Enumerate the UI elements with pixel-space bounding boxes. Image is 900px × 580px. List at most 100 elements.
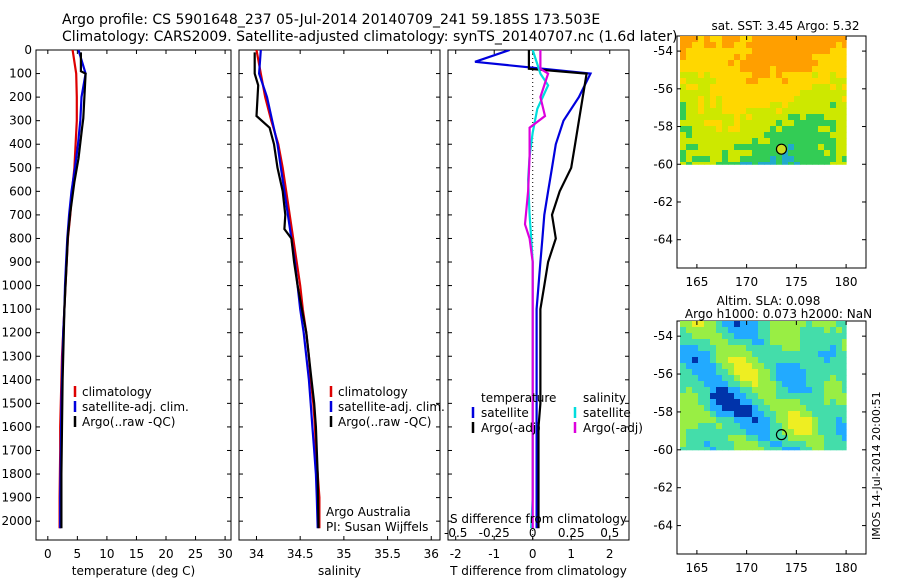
- sst_map-cell: [728, 156, 735, 163]
- sst_map-cell: [776, 36, 783, 43]
- sla_map-cell: [758, 327, 765, 334]
- sst_map-cell: [680, 72, 687, 79]
- sla_map-xtick-label: 180: [835, 561, 858, 575]
- sla_map-cell: [758, 387, 765, 394]
- sst_map-cell: [764, 78, 771, 85]
- sla_map-cell: [758, 447, 765, 451]
- temperature-xtick-label: 20: [158, 547, 173, 561]
- sst_map-cell: [794, 60, 801, 67]
- sst_map-cell: [818, 36, 825, 43]
- sst_map-cell: [788, 150, 795, 157]
- sla_map-cell: [830, 357, 837, 364]
- sst_map-cell: [758, 90, 765, 97]
- sla_map-cell: [788, 429, 795, 436]
- sst_map-cell: [776, 84, 783, 91]
- sst_map-cell: [746, 90, 753, 97]
- sla_map-cell: [758, 345, 765, 352]
- sla_map-cell: [752, 381, 759, 388]
- sla_map-cell: [710, 375, 717, 382]
- sla_map-panel: -54 -56 -58 -60 -62 -64 165 170 175 180 Altim. SLA…: [653, 294, 872, 575]
- sst_map-cell: [782, 126, 789, 133]
- sst_map-cell: [836, 114, 843, 121]
- sla_map-cell: [758, 351, 765, 358]
- sla_map-cell: [800, 429, 807, 436]
- sla_map-cell: [734, 327, 741, 334]
- sla_map-cell: [836, 447, 843, 451]
- sst_map-cell: [704, 132, 711, 139]
- sla_map-cell: [716, 327, 723, 334]
- sst_map-cell: [806, 132, 813, 139]
- sst_map-cell: [788, 78, 795, 85]
- sla_map-ytick-label: -60: [653, 443, 673, 457]
- sla_map-cell: [722, 357, 729, 364]
- sla_map-cell: [794, 351, 801, 358]
- sst_map-cell: [818, 138, 825, 145]
- temperature-legend-label: Argo(..raw -QC): [82, 415, 175, 429]
- differences-xtick-label: 1: [567, 547, 575, 561]
- sla_map-cell: [698, 327, 705, 334]
- sst_map-cell: [698, 78, 705, 85]
- sst_map-cell: [692, 78, 699, 85]
- sst_map-cell: [800, 114, 807, 121]
- sst_map-cell: [812, 78, 819, 85]
- sst_map-cell: [788, 120, 795, 127]
- sst_map-cell: [698, 90, 705, 97]
- sst_map-cell: [764, 66, 771, 73]
- sla_map-cell: [734, 363, 741, 370]
- sla_map-cell: [710, 435, 717, 442]
- sla_map-cell: [752, 363, 759, 370]
- sla_map-cell: [716, 333, 723, 340]
- sla_map-cell: [794, 429, 801, 436]
- sst_map-cell: [836, 66, 843, 73]
- sst_map-cell: [842, 102, 847, 109]
- sst_map-cell: [698, 60, 705, 67]
- sst_map-cell: [722, 72, 729, 79]
- sla_map-cell: [686, 387, 693, 394]
- sla_map-cell: [692, 351, 699, 358]
- differences-panel: -2 -1 0 1 2 T difference from climatology S di…: [444, 49, 643, 578]
- sla_map-cell: [830, 399, 837, 406]
- sla_map-cell: [842, 375, 847, 382]
- sla_map-cell: [806, 393, 813, 400]
- sla_map-cell: [824, 399, 831, 406]
- sst_map-cell: [770, 144, 777, 151]
- sla_map-cell: [812, 369, 819, 376]
- sla_map-cell: [776, 447, 783, 451]
- sst_map-cell: [704, 66, 711, 73]
- sst_map-cell: [752, 60, 759, 67]
- sst_map-cell: [734, 132, 741, 139]
- sla_map-cell: [770, 405, 777, 412]
- sla_map-cell: [734, 441, 741, 448]
- sst_map-cell: [794, 150, 801, 157]
- sla_map-cell: [698, 447, 705, 451]
- sla_map-cell: [830, 339, 837, 346]
- sla_map-cell: [842, 321, 847, 328]
- sla_map-cell: [740, 399, 747, 406]
- sst_map-cell: [830, 102, 837, 109]
- sst_map-cell: [758, 126, 765, 133]
- sst_map-cell: [686, 150, 693, 157]
- sla_map-cell: [794, 369, 801, 376]
- sla_map-cell: [704, 405, 711, 412]
- sla_map-cell: [800, 345, 807, 352]
- sst_map-cell: [842, 126, 847, 133]
- sst_map-cell: [686, 138, 693, 145]
- sla_map-cell: [710, 351, 717, 358]
- sla_map-cell: [746, 363, 753, 370]
- sla_map-cell: [824, 441, 831, 448]
- sst_map-cell: [788, 144, 795, 151]
- sst_map-cell: [830, 156, 837, 163]
- sla_map-cell: [710, 447, 717, 451]
- sla_map-cell: [716, 423, 723, 430]
- sst_map-cell: [698, 42, 705, 49]
- sst_map-cell: [716, 78, 723, 85]
- sla_map-cell: [770, 423, 777, 430]
- sst_map-cell: [800, 84, 807, 91]
- sla_map-cell: [776, 393, 783, 400]
- sla_map-cell: [776, 327, 783, 334]
- sst_map-cell: [836, 144, 843, 151]
- sst_map-cell: [812, 36, 819, 43]
- sst_map-cell: [830, 54, 837, 61]
- sla_map-cell: [812, 381, 819, 388]
- sla_map-cell: [794, 417, 801, 424]
